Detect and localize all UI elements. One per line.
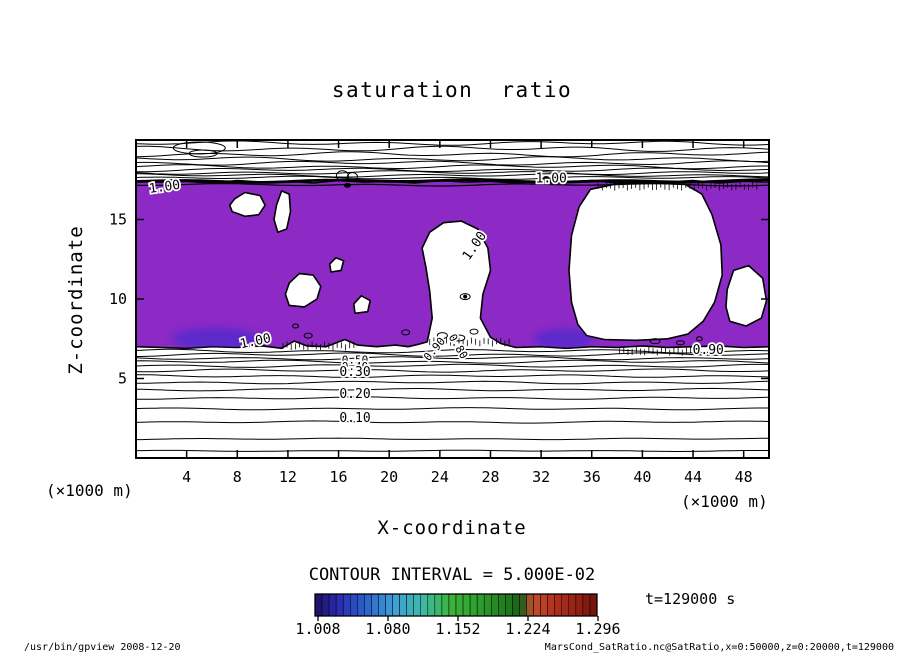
z-tick-label: 10	[109, 290, 127, 308]
x-tick-label: 36	[583, 468, 601, 486]
svg-text:0.40: 0.40	[342, 360, 369, 373]
colorbar-tick-label: 1.008	[295, 620, 341, 638]
saturated-region	[135, 179, 770, 350]
svg-text:0.80: 0.80	[446, 332, 471, 361]
footer-source-text: MarsCond_SatRatio.nc@SatRatio,x=0:50000,…	[544, 642, 894, 653]
x-tick-label: 8	[233, 468, 242, 486]
x-tick-label: 44	[684, 468, 702, 486]
z-tick-label: 15	[109, 211, 127, 229]
tone-shading	[171, 327, 594, 349]
colorbar	[314, 593, 599, 621]
x-tick-label: 24	[431, 468, 449, 486]
x-tick-label: 12	[279, 468, 297, 486]
plot-title: saturation ratio	[331, 78, 573, 102]
time-label: t=129000 s	[645, 590, 736, 608]
svg-text:1.00: 1.00	[148, 178, 181, 197]
x-tick-label: 4	[182, 468, 191, 486]
svg-text:1.00: 1.00	[536, 172, 567, 187]
svg-text:0.30: 0.30	[339, 365, 370, 380]
contour-lines	[135, 140, 770, 452]
x-axis-label: X-coordinate	[377, 517, 527, 539]
z-tick-label: 5	[118, 370, 127, 388]
svg-text:0.10: 0.10	[339, 411, 370, 426]
contour-value-labels: 1.00 1.001.001.00 0.900.900.800.500.400.30…	[146, 170, 725, 428]
svg-text:0.90: 0.90	[693, 343, 724, 358]
svg-text:0.20: 0.20	[339, 387, 370, 402]
x-tick-label: 20	[380, 468, 398, 486]
colorbar-tick-label: 1.080	[365, 620, 411, 638]
y-axis-label: Z-coordinate	[65, 225, 87, 375]
x-unit-label-left: (×1000 m)	[46, 481, 133, 500]
colorbar-tick-labels: 1.008 1.080 1.152 1.224 1.296	[283, 620, 633, 638]
x-tick-label: 32	[532, 468, 550, 486]
svg-text:0.50: 0.50	[342, 353, 369, 366]
x-unit-label-right: (×1000 m)	[681, 492, 768, 511]
contour-interval-label: CONTOUR INTERVAL = 5.000E-02	[308, 565, 596, 585]
x-tick-label: 40	[633, 468, 651, 486]
x-tick-label: 28	[481, 468, 499, 486]
x-tick-label: 48	[735, 468, 753, 486]
colorbar-tick-label: 1.296	[575, 620, 621, 638]
colorbar-tick-label: 1.152	[435, 620, 481, 638]
x-tick-label: 16	[330, 468, 348, 486]
footer-command-text: /usr/bin/gpview 2008-12-20	[24, 642, 181, 653]
colorbar-tick-label: 1.224	[505, 620, 551, 638]
